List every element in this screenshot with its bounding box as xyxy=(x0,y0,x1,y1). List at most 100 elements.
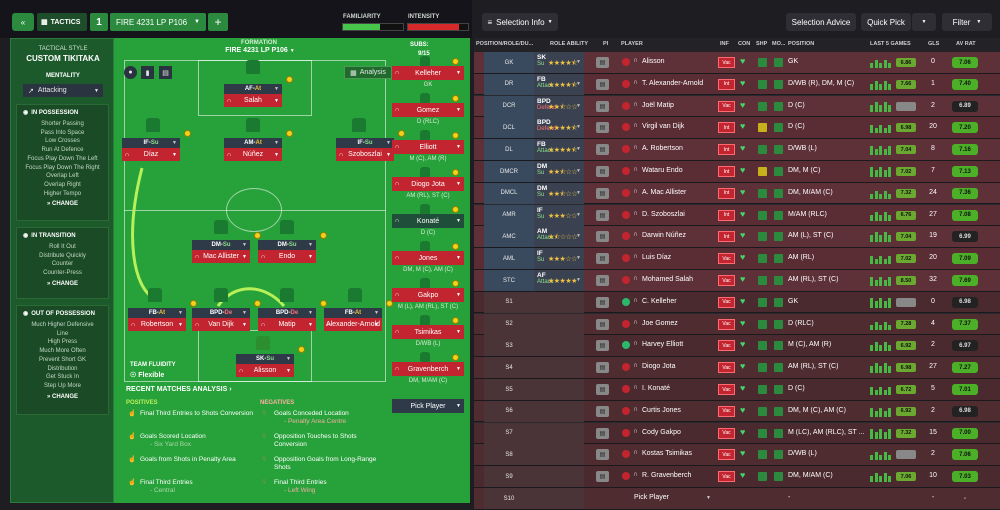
col-mo[interactable]: MO... xyxy=(772,41,786,47)
position-slot[interactable]: S8 xyxy=(484,444,534,466)
role-duty-select[interactable]: DM Su ▼ xyxy=(534,182,584,204)
player-instructions-icon[interactable]: ▤ xyxy=(596,166,609,177)
player-instructions-icon[interactable]: ▤ xyxy=(596,471,609,483)
col-last5[interactable]: LAST 5 GAMES xyxy=(870,41,911,47)
sub-shirt[interactable] xyxy=(420,241,430,251)
player-name[interactable]: ∩ Mac Allister ▼ xyxy=(192,250,250,263)
position-slot[interactable]: S3 xyxy=(484,335,534,357)
col-player[interactable]: PLAYER xyxy=(621,41,643,47)
quick-pick-button[interactable]: Quick Pick xyxy=(861,13,911,31)
sub-shirt[interactable] xyxy=(420,130,430,140)
sub-shirt[interactable] xyxy=(420,352,430,362)
info-badge[interactable]: Vac xyxy=(718,384,735,395)
player-card[interactable]: BPD - De ▼ ∩ Van Dijk ▼ xyxy=(192,308,250,332)
player-instructions-icon[interactable]: ▤ xyxy=(596,122,609,134)
player-shirt[interactable] xyxy=(246,60,260,74)
player-card[interactable]: DM - Su ▼ ∩ Endo ▼ xyxy=(258,240,316,264)
table-row[interactable]: S5 ▤ ∩ I. Konaté Vac ♥ D (C) 6.72 5 7.01 xyxy=(474,379,1000,401)
player-card[interactable]: AF - At ▼ ∩ Salah ▼ xyxy=(224,84,282,108)
role-duty-select[interactable] xyxy=(534,335,584,357)
player-role[interactable]: DM - Su ▼ xyxy=(258,240,316,250)
table-row[interactable]: S10 Pick Player ▼ - - - xyxy=(474,488,1000,510)
formation-select[interactable]: FIRE 4231 LP P106 ▼ xyxy=(225,47,295,54)
role-duty-select[interactable] xyxy=(534,466,584,488)
role-duty-select[interactable] xyxy=(534,488,584,509)
position-slot[interactable]: DMCR xyxy=(484,161,534,182)
player-role[interactable]: FB - At ▼ xyxy=(324,308,382,318)
table-row[interactable]: DCR BPD Defend ▼ ★★⯪☆☆ ▤ ∩ Joël Matip Vac ♥ D (C) 2… xyxy=(474,95,1000,118)
intensity-meter[interactable] xyxy=(407,23,469,31)
sub-shirt[interactable] xyxy=(420,56,430,66)
player-shirt[interactable] xyxy=(348,288,362,302)
player-instructions-icon[interactable]: ▤ xyxy=(596,275,609,286)
position-slot[interactable]: S6 xyxy=(484,400,534,422)
table-row[interactable]: S6 ▤ ∩ Curtis Jones Vac ♥ DM, M (C), AM (C) 6.9… xyxy=(474,400,1000,423)
selection-advice-button[interactable]: Selection Advice xyxy=(786,13,856,31)
info-badge[interactable]: Vac xyxy=(718,275,735,286)
table-row[interactable]: S9 ▤ ∩ R. Gravenberch Vac ♥ DM, M/AM (C) 7.06 10… xyxy=(474,466,1000,488)
player-card[interactable]: BPD - De ▼ ∩ Matip ▼ xyxy=(258,308,316,332)
player-role[interactable]: BPD - De ▼ xyxy=(258,308,316,318)
analysis-item[interactable]: ☟ Goals Conceded Location - Penalty Area C… xyxy=(262,410,390,426)
table-row[interactable]: AMC AM Attack ▼ ★⯪☆☆☆ ▤ ∩ Darwin Núñez Int ♥ AM (L… xyxy=(474,226,1000,248)
info-badge[interactable]: Vac xyxy=(718,100,735,112)
player-name[interactable]: Virgil van Dijk xyxy=(642,123,685,131)
role-duty-select[interactable]: FB Attack ▼ xyxy=(534,73,584,95)
position-slot[interactable]: AMC xyxy=(484,226,534,248)
table-row[interactable]: S8 ▤ ∩ Kostas Tsimikas Vac ♥ D/WB (L) 2 7.06 xyxy=(474,444,1000,466)
sub-shirt[interactable] xyxy=(420,315,430,325)
player-name[interactable]: ∩ Díaz ▼ xyxy=(122,148,180,161)
player-card[interactable]: IF - Su ▼ ∩ Szoboszlai ▼ xyxy=(336,138,394,162)
player-card[interactable]: SK - Su ▼ ∩ Alisson ▼ xyxy=(236,354,294,378)
position-slot[interactable]: AMR xyxy=(484,204,534,226)
player-name[interactable]: ∩ Szoboszlai ▼ xyxy=(336,148,394,161)
info-badge[interactable]: Vac xyxy=(718,471,735,483)
player-name[interactable]: Wataru Endo xyxy=(642,167,683,174)
table-row[interactable]: S1 ▤ ∩ C. Kelleher Vac ♥ GK 0 6.98 xyxy=(474,291,1000,314)
player-instructions-icon[interactable]: ▤ xyxy=(596,144,609,156)
col-shp[interactable]: SHP xyxy=(756,41,768,47)
player-name[interactable]: Luis Díaz xyxy=(642,254,672,262)
familiarity-meter[interactable] xyxy=(342,23,404,31)
col-con[interactable]: CON xyxy=(738,41,751,47)
player-shirt[interactable] xyxy=(146,118,160,132)
info-badge[interactable]: Int xyxy=(718,209,735,221)
player-name[interactable]: Kostas Tsimikas xyxy=(642,450,693,458)
position-slot[interactable]: S5 xyxy=(484,379,534,400)
info-badge[interactable]: Vac xyxy=(718,405,735,417)
player-shirt[interactable] xyxy=(148,288,162,302)
player-name[interactable]: Harvey Elliott xyxy=(642,341,684,349)
analysis-item[interactable]: ☟ Final Third Entries - Left Wing xyxy=(262,479,390,495)
player-instructions-button[interactable]: ● xyxy=(124,66,137,79)
table-row[interactable]: S2 ▤ ∩ Joe Gomez Vac ♥ D (RLC) 7.28 4 7.37 xyxy=(474,313,1000,336)
table-row[interactable]: GK SK Su ▼ ★★★★⯪ ▤ ∩ Alisson Vac ♥ GK 6.86 0 7.06 xyxy=(474,52,1000,74)
role-duty-select[interactable]: SK Su ▼ xyxy=(534,52,584,73)
analysis-button[interactable]: ▦ Analysis xyxy=(344,66,392,79)
player-instructions-icon[interactable]: ▤ xyxy=(596,78,609,90)
clipboard-button[interactable]: ▤ xyxy=(159,66,172,79)
player-instructions-icon[interactable]: ▤ xyxy=(596,209,609,221)
info-badge[interactable]: Int xyxy=(718,166,735,177)
table-row[interactable]: S7 ▤ ∩ Cody Gakpo Vac ♥ M (LC), AM (RLC), ST .… xyxy=(474,422,1000,445)
role-duty-select[interactable] xyxy=(534,400,584,422)
player-card[interactable]: IF - Su ▼ ∩ Díaz ▼ xyxy=(122,138,180,162)
col-gls[interactable]: GLS xyxy=(928,41,940,47)
tactic-select[interactable]: FIRE 4231 LP P106 ▼ xyxy=(110,13,206,31)
player-instructions-icon[interactable]: ▤ xyxy=(596,253,609,265)
filter-button[interactable]: Filter ▼ xyxy=(942,13,992,31)
player-role[interactable]: AF - At ▼ xyxy=(224,84,282,94)
player-shirt[interactable] xyxy=(352,118,366,132)
position-slot[interactable]: DL xyxy=(484,139,534,161)
player-shirt[interactable] xyxy=(246,118,260,132)
sub-player-card[interactable]: ∩ Gravenberch ▼ xyxy=(392,362,464,376)
position-slot[interactable]: S1 xyxy=(484,291,534,313)
analysis-item[interactable]: ☝ Goals Scored Location - Six Yard Box xyxy=(128,433,256,449)
player-name[interactable]: ∩ Matip ▼ xyxy=(258,318,316,331)
player-instructions-icon[interactable]: ▤ xyxy=(596,318,609,330)
player-role[interactable]: IF - Su ▼ xyxy=(122,138,180,148)
player-name[interactable]: ∩ Robertson ▼ xyxy=(128,318,186,331)
analysis-item[interactable]: ☝ Final Third Entries - Central xyxy=(128,479,256,495)
col-position[interactable]: POSITION xyxy=(788,41,815,47)
player-shirt[interactable] xyxy=(256,336,270,350)
back-button[interactable]: « xyxy=(12,13,34,31)
